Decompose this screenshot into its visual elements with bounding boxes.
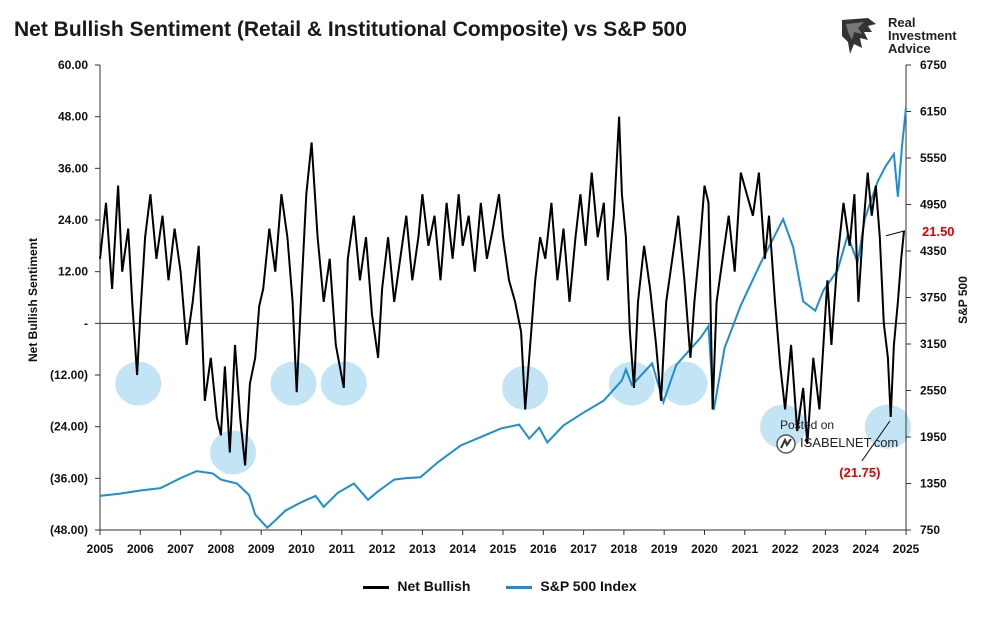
left-tick-label: (12.00) (50, 368, 88, 382)
right-axis-title: S&P 500 (956, 276, 970, 324)
x-tick-label: 2023 (812, 542, 839, 556)
eagle-logo-icon (842, 18, 876, 54)
right-tick-label: 6150 (920, 105, 947, 119)
right-tick-label: 4350 (920, 244, 947, 258)
chart-title: Net Bullish Sentiment (Retail & Institut… (14, 18, 687, 41)
legend-label-sp500: S&P 500 Index (540, 578, 637, 595)
x-tick-label: 2018 (611, 542, 638, 556)
right-tick-label: 4950 (920, 198, 947, 212)
highlight-circle (209, 430, 256, 475)
legend-swatch-sp500 (506, 586, 533, 590)
highlight-circle (115, 361, 162, 406)
left-tick-label: (24.00) (50, 420, 88, 434)
right-tick-label: 3750 (920, 291, 947, 305)
x-tick-label: 2009 (248, 542, 275, 556)
x-tick-label: 2024 (852, 542, 879, 556)
right-tick-label: 750 (920, 523, 940, 537)
highlight-circle (661, 361, 708, 406)
x-tick-label: 2010 (288, 542, 315, 556)
isabelnet-icon (776, 434, 796, 454)
right-tick-label: 3150 (920, 337, 947, 351)
highlight-circle (864, 404, 911, 449)
left-tick-label: (48.00) (50, 523, 88, 537)
x-tick-label: 2014 (449, 542, 476, 556)
right-axis-ticks: 6750 6150 5550 4950 4350 3750 3150 2550 1950 1350… (906, 58, 947, 537)
left-tick-label: 24.00 (58, 213, 88, 227)
right-tick-label: 6750 (920, 58, 947, 72)
left-axis-title: Net Bullish Sentiment (26, 238, 40, 362)
x-tick-label: 2021 (731, 542, 758, 556)
series-line-net-bullish (99, 116, 905, 466)
x-tick-label: 2011 (329, 542, 355, 556)
x-tick-label: 2020 (691, 542, 718, 556)
watermark-site: ISABELNET.com (800, 435, 899, 450)
x-tick-label: 2006 (127, 542, 154, 556)
left-axis-ticks: 60.00 48.00 36.00 24.00 12.00 - (12.00) (24.00)… (50, 58, 100, 537)
left-tick-label: 36.00 (58, 161, 88, 175)
x-tick-label: 2013 (409, 542, 436, 556)
x-tick-label: 2025 (893, 542, 920, 556)
x-tick-label: 2019 (651, 542, 678, 556)
legend: Net Bullish S&P 500 Index (0, 577, 1000, 594)
logo-line-1: Real (888, 15, 916, 30)
left-tick-label: 12.00 (58, 265, 88, 279)
left-tick-label: 48.00 (58, 110, 88, 124)
logo-text: Real Investment Advice (888, 16, 957, 55)
right-tick-label: 1350 (920, 477, 947, 491)
annotation-low-value: (21.75) (839, 465, 880, 480)
x-tick-label: 2008 (208, 542, 235, 556)
x-tick-label: 2016 (530, 542, 557, 556)
x-tick-label: 2017 (570, 542, 597, 556)
x-tick-label: 2012 (369, 542, 396, 556)
highlight-circle (760, 404, 807, 449)
series-line-sp500 (99, 107, 907, 530)
highlight-circle (502, 365, 549, 410)
left-tick-label: 60.00 (58, 58, 88, 72)
highlight-circle (270, 361, 317, 406)
logo-line-3: Advice (888, 41, 931, 56)
right-tick-label: 1950 (920, 430, 947, 444)
annotation-leader-current (885, 230, 906, 237)
logo-line-2: Investment (888, 28, 957, 43)
left-tick-label: - (84, 316, 88, 330)
x-axis-ticks: 2005 2006 2007 2008 2009 2010 2011 2012 2013 2014… (87, 530, 920, 556)
right-tick-label: 5550 (920, 151, 947, 165)
legend-item-sp500: S&P 500 Index (506, 578, 637, 595)
legend-item-net-bullish: Net Bullish (363, 578, 470, 594)
legend-label-net-bullish: Net Bullish (397, 578, 471, 595)
real-investment-advice-logo: Real Investment Advice (838, 14, 988, 60)
annotation-leader-low (861, 420, 891, 462)
watermark-posted-on: Posted on (780, 418, 835, 432)
x-tick-label: 2022 (772, 542, 799, 556)
left-tick-label: (36.00) (50, 471, 88, 485)
x-tick-label: 2005 (87, 542, 114, 556)
legend-swatch-net-bullish (363, 586, 390, 590)
annotation-current-value: 21.50 (922, 224, 955, 239)
right-tick-label: 2550 (920, 384, 947, 398)
annotations: 21.50 (21.75) (839, 224, 954, 480)
x-tick-label: 2015 (490, 542, 517, 556)
x-tick-label: 2007 (167, 542, 194, 556)
